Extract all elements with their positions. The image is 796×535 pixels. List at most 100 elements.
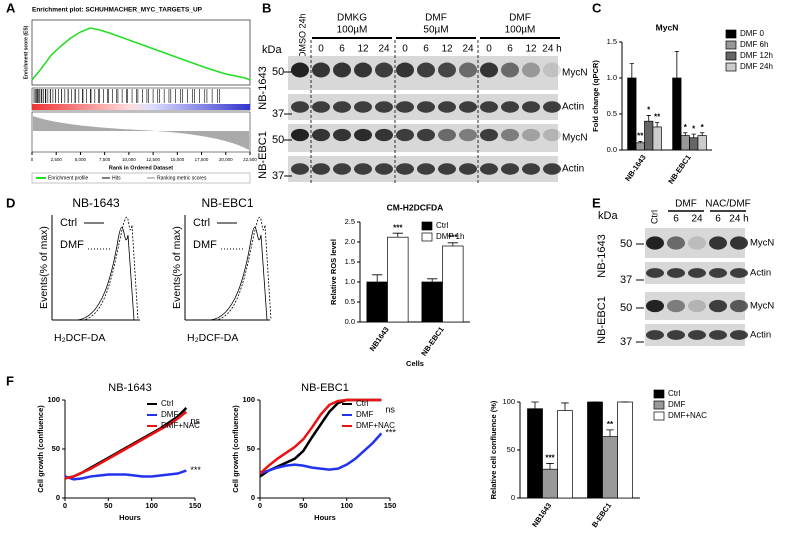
y-tick-label: 50 bbox=[507, 445, 515, 454]
band bbox=[312, 128, 330, 142]
y-tick-label: 1.0 bbox=[345, 277, 355, 286]
band bbox=[730, 268, 748, 278]
time-label: 6 bbox=[339, 44, 345, 55]
error-bar bbox=[655, 122, 660, 127]
cell-label: NB-1643 bbox=[257, 66, 269, 109]
x-tick-label: 0 bbox=[258, 501, 262, 510]
y-tick-label: 50 bbox=[247, 444, 255, 453]
band bbox=[646, 330, 664, 340]
series-line bbox=[64, 469, 187, 481]
y-axis-label: Events(% of max) bbox=[38, 226, 50, 309]
panel-label: C bbox=[592, 0, 602, 15]
y-axis-label: Events(% of max) bbox=[171, 226, 183, 309]
histogram bbox=[76, 226, 135, 321]
x-axis-label: Hours bbox=[314, 513, 336, 522]
y-tick-label: 100 bbox=[502, 397, 515, 406]
x-tick-label: 20,000 bbox=[219, 157, 233, 162]
protein-label: MycN bbox=[562, 68, 588, 79]
significance-label: *** bbox=[393, 223, 403, 232]
y-axis-label: Enrichment score (ES) bbox=[23, 25, 29, 79]
marker-label: 37 bbox=[272, 108, 284, 120]
error-bar bbox=[629, 63, 634, 78]
cell-label: NB-EBC1 bbox=[257, 131, 269, 179]
band bbox=[501, 128, 519, 142]
x-tick-label: 150 bbox=[189, 501, 202, 510]
band bbox=[438, 101, 456, 113]
marker-label: 37 bbox=[620, 274, 632, 286]
band bbox=[291, 163, 309, 175]
y-tick-label: 50 bbox=[52, 444, 60, 453]
error-bar bbox=[531, 401, 539, 409]
band bbox=[709, 299, 727, 313]
band bbox=[333, 62, 351, 78]
significance-label: *** bbox=[545, 454, 555, 463]
legend-label: DMF+NAC bbox=[356, 421, 395, 430]
bar bbox=[635, 142, 645, 151]
legend-label: DMF bbox=[668, 400, 685, 409]
y-axis-label: Cell growth (confluence) bbox=[231, 405, 240, 493]
panel-label: D bbox=[6, 195, 15, 210]
band bbox=[291, 128, 309, 142]
significance-label: ** bbox=[654, 113, 661, 122]
band bbox=[480, 62, 498, 78]
marker-label: 50 bbox=[272, 134, 284, 146]
end-label: ns bbox=[385, 404, 395, 414]
rank-metric bbox=[33, 116, 249, 150]
band bbox=[396, 101, 414, 113]
rank-gradient bbox=[32, 104, 250, 110]
x-tick-label: NB1643 bbox=[530, 501, 553, 529]
band bbox=[543, 163, 561, 175]
legend-label: Ctrl bbox=[60, 217, 77, 229]
bar bbox=[587, 401, 603, 499]
band bbox=[312, 62, 330, 78]
treatment-dose: 100µM bbox=[337, 25, 368, 36]
legend-frame bbox=[31, 172, 251, 184]
error-bar bbox=[691, 133, 696, 138]
band bbox=[646, 236, 664, 250]
error-bar bbox=[561, 402, 569, 411]
error-bar bbox=[392, 232, 403, 238]
y-tick-label: 1.5 bbox=[345, 257, 355, 266]
band bbox=[709, 330, 727, 340]
band bbox=[459, 62, 477, 78]
legend-swatch bbox=[725, 29, 737, 39]
legend-label: Hits bbox=[112, 175, 121, 181]
marker-label: 37 bbox=[620, 336, 632, 348]
time-label: 24 h bbox=[729, 214, 748, 225]
significance-label: * bbox=[684, 123, 688, 132]
y-axis-label: Relative ROS level bbox=[329, 239, 338, 305]
legend-swatch bbox=[653, 411, 665, 421]
legend-swatch bbox=[653, 389, 665, 399]
time-label: 24 bbox=[378, 44, 390, 55]
marker-label: 50 bbox=[272, 66, 284, 78]
bar bbox=[689, 137, 699, 151]
band bbox=[709, 236, 727, 250]
y-tick-label: 0.0 bbox=[607, 145, 617, 154]
band bbox=[375, 101, 393, 113]
chart-title: Enrichment plot: SCHUHMACHER_MYC_TARGETS… bbox=[32, 7, 203, 14]
time-label: 0 bbox=[486, 44, 492, 55]
group-label: NAC/DMF bbox=[705, 199, 751, 210]
x-axis-label: Cells bbox=[406, 359, 424, 368]
protein-label: MycN bbox=[750, 238, 774, 249]
time-label: 24 h bbox=[542, 44, 561, 55]
error-bar bbox=[447, 242, 458, 246]
band bbox=[688, 268, 706, 278]
band bbox=[312, 101, 330, 113]
x-tick-label: 100 bbox=[145, 501, 158, 510]
band bbox=[667, 330, 685, 340]
time-label: 12 bbox=[441, 44, 453, 55]
chart-title: NB-1643 bbox=[108, 382, 151, 394]
legend-label: DMF bbox=[356, 410, 373, 419]
y-tick-label: 1.5 bbox=[607, 37, 617, 46]
band bbox=[354, 163, 372, 175]
x-axis-label: H₂DCF-DA bbox=[187, 332, 238, 344]
bar bbox=[366, 281, 388, 323]
y-tick-label: 100 bbox=[242, 395, 255, 404]
error-bar bbox=[606, 429, 614, 437]
chart-title: NB-EBC1 bbox=[301, 382, 349, 394]
band bbox=[375, 163, 393, 175]
bar bbox=[602, 436, 618, 499]
band bbox=[667, 268, 685, 278]
